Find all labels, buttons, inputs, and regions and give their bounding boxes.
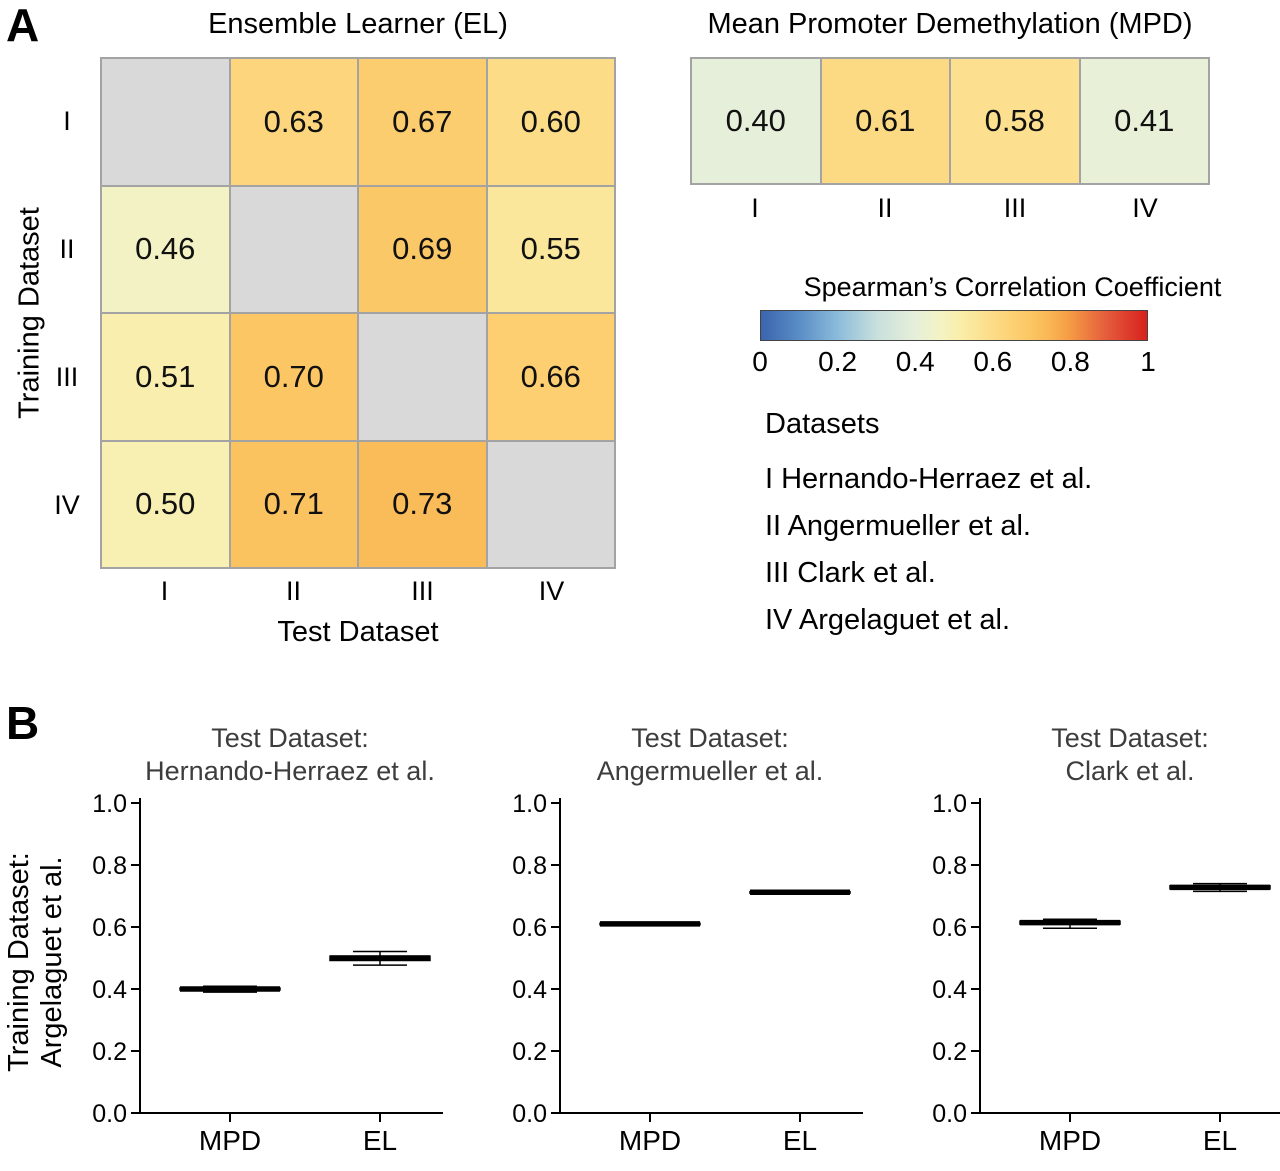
heatmap-cell: 0.41 bbox=[1080, 59, 1208, 183]
heatmap-cell: 0.46 bbox=[102, 186, 229, 312]
mpd-heatmap-title: Mean Promoter Demethylation (MPD) bbox=[707, 8, 1193, 40]
mpd-col-label: I bbox=[751, 192, 759, 223]
heatmap-cell: 0.70 bbox=[230, 314, 357, 440]
heatmap-cell: 0.55 bbox=[487, 186, 614, 312]
heatmap-cell: 0.63 bbox=[230, 59, 357, 185]
colorbar-tick-label: 0 bbox=[752, 346, 768, 377]
y-tick-label: 0.2 bbox=[92, 1038, 127, 1066]
heatmap-cell: 0.69 bbox=[359, 186, 486, 312]
boxplot-hernando-canvas: 0.0 0.2 0.4 0.6 0.8 1.0 MPD EL bbox=[92, 792, 443, 1156]
boxplots-y-axis-title-line2: Argelaguet et al. bbox=[36, 856, 68, 1068]
heatmap-cell: 0.40 bbox=[692, 59, 820, 183]
colorbar-gradient bbox=[760, 310, 1148, 341]
el-col-label: III bbox=[411, 575, 434, 606]
heatmap-cell: 0.50 bbox=[102, 441, 229, 567]
heatmap-cell: 0.60 bbox=[487, 59, 614, 185]
el-row-labels: I II III IV bbox=[42, 57, 92, 569]
legend-item-1: I Hernando-Herraez et al. bbox=[765, 463, 1093, 495]
mpd-col-label: III bbox=[1003, 192, 1027, 223]
boxplots-y-axis-title-line1: Training Dataset: bbox=[3, 852, 35, 1072]
legend-item-4: IV Argelaguet et al. bbox=[765, 604, 1011, 636]
boxplot-clark-title-line1: Test Dataset: bbox=[1051, 723, 1209, 753]
y-tick-label: 0.8 bbox=[92, 852, 127, 880]
el-heatmap-title: Ensemble Learner (EL) bbox=[208, 8, 508, 40]
el-x-axis-title: Test Dataset bbox=[277, 616, 439, 648]
y-tick-label: 1.0 bbox=[92, 792, 127, 818]
colorbar-tick-label: 0.4 bbox=[895, 346, 935, 377]
y-tick-label: 0.8 bbox=[932, 852, 967, 880]
colorbar-tick-label: 0.6 bbox=[973, 346, 1013, 377]
x-category-label: EL bbox=[783, 1125, 817, 1156]
heatmap-cell-empty bbox=[230, 186, 357, 312]
x-category-label: MPD bbox=[619, 1125, 681, 1156]
y-tick-label: 0.6 bbox=[92, 914, 127, 942]
heatmap-cell-empty bbox=[487, 441, 614, 567]
boxplot-clark-canvas: 0.0 0.2 0.4 0.6 0.8 1.0 MPD EL bbox=[932, 792, 1280, 1156]
boxplot-clark-title-line2: Clark et al. bbox=[1065, 756, 1195, 786]
y-tick-label: 0.4 bbox=[512, 976, 547, 1004]
colorbar-tick-labels: 0 0.2 0.4 0.6 0.8 1 bbox=[752, 346, 1156, 380]
y-tick-label: 0.0 bbox=[92, 1100, 127, 1128]
boxplots-y-axis-title: Training Dataset: Argelaguet et al. bbox=[3, 852, 69, 1072]
heatmap-cell: 0.67 bbox=[359, 59, 486, 185]
y-tick-label: 0.6 bbox=[932, 914, 967, 942]
y-tick-label: 0.2 bbox=[932, 1038, 967, 1066]
y-tick-label: 0.4 bbox=[932, 976, 967, 1004]
y-tick-label: 1.0 bbox=[932, 792, 967, 818]
y-tick-label: 0.0 bbox=[512, 1100, 547, 1128]
heatmap-cell: 0.66 bbox=[487, 314, 614, 440]
el-heatmap: 0.63 0.67 0.60 0.46 0.69 0.55 0.51 0.70 0.66 0.50… bbox=[100, 57, 616, 569]
heatmap-cell-empty bbox=[359, 314, 486, 440]
colorbar-title: Spearman’s Correlation Coefficient bbox=[803, 272, 1222, 302]
heatmap-cell: 0.71 bbox=[230, 441, 357, 567]
legend: Datasets I Hernando-Herraez et al. II An… bbox=[765, 408, 1092, 644]
colorbar-tick-label: 1 bbox=[1140, 346, 1156, 377]
boxplot-angermueller-canvas: 0.0 0.2 0.4 0.6 0.8 1.0 MPD EL bbox=[512, 792, 863, 1156]
colorbar-tick-label: 0.2 bbox=[818, 346, 858, 377]
el-col-labels: I II III IV bbox=[100, 573, 616, 609]
panel-a-label: A bbox=[6, 0, 40, 51]
y-tick-label: 1.0 bbox=[512, 792, 547, 818]
el-row-label: II bbox=[59, 233, 75, 264]
y-tick-label: 0.2 bbox=[512, 1038, 547, 1066]
boxplot-hernando-title-line2: Hernando-Herraez et al. bbox=[145, 756, 435, 786]
mpd-col-label: IV bbox=[1132, 192, 1158, 223]
el-row-label: IV bbox=[54, 489, 80, 520]
el-col-label: II bbox=[285, 575, 301, 606]
el-col-label: I bbox=[160, 575, 169, 606]
y-tick-label: 0.0 bbox=[932, 1100, 967, 1128]
boxplot-clark: Test Dataset: Clark et al. 0.0 0.2 0.4 0.6 0… bbox=[925, 722, 1280, 1166]
heatmap-cell: 0.58 bbox=[951, 59, 1079, 183]
legend-item-2: II Angermueller et al. bbox=[765, 510, 1031, 542]
el-row-label: I bbox=[63, 105, 71, 136]
mpd-col-label: II bbox=[877, 192, 893, 223]
y-tick-label: 0.6 bbox=[512, 914, 547, 942]
y-tick-label: 0.8 bbox=[512, 852, 547, 880]
boxplot-hernando-title-line1: Test Dataset: bbox=[211, 723, 369, 753]
heatmap-cell: 0.73 bbox=[359, 441, 486, 567]
legend-item-3: III Clark et al. bbox=[765, 557, 936, 589]
x-category-label: EL bbox=[363, 1125, 397, 1156]
heatmap-cell: 0.51 bbox=[102, 314, 229, 440]
panel-b-label: B bbox=[6, 697, 40, 749]
mpd-heatmap: 0.40 0.61 0.58 0.41 bbox=[690, 57, 1210, 185]
heatmap-cell: 0.61 bbox=[821, 59, 949, 183]
boxplot-angermueller-title-line2: Angermueller et al. bbox=[596, 756, 824, 786]
y-tick-label: 0.4 bbox=[92, 976, 127, 1004]
boxplot-angermueller-title-line1: Test Dataset: bbox=[631, 723, 789, 753]
x-category-label: MPD bbox=[199, 1125, 261, 1156]
colorbar-tick-label: 0.8 bbox=[1050, 346, 1090, 377]
boxplot-hernando: Test Dataset: Hernando-Herraez et al. 0.… bbox=[85, 722, 495, 1166]
el-col-label: IV bbox=[538, 575, 565, 606]
x-category-label: MPD bbox=[1039, 1125, 1101, 1156]
x-category-label: EL bbox=[1203, 1125, 1237, 1156]
mpd-col-labels: I II III IV bbox=[690, 190, 1210, 226]
heatmap-cell-empty bbox=[102, 59, 229, 185]
boxplot-angermueller: Test Dataset: Angermueller et al. 0.0 0.2… bbox=[505, 722, 915, 1166]
el-row-label: III bbox=[55, 361, 79, 392]
legend-heading: Datasets bbox=[765, 408, 880, 440]
